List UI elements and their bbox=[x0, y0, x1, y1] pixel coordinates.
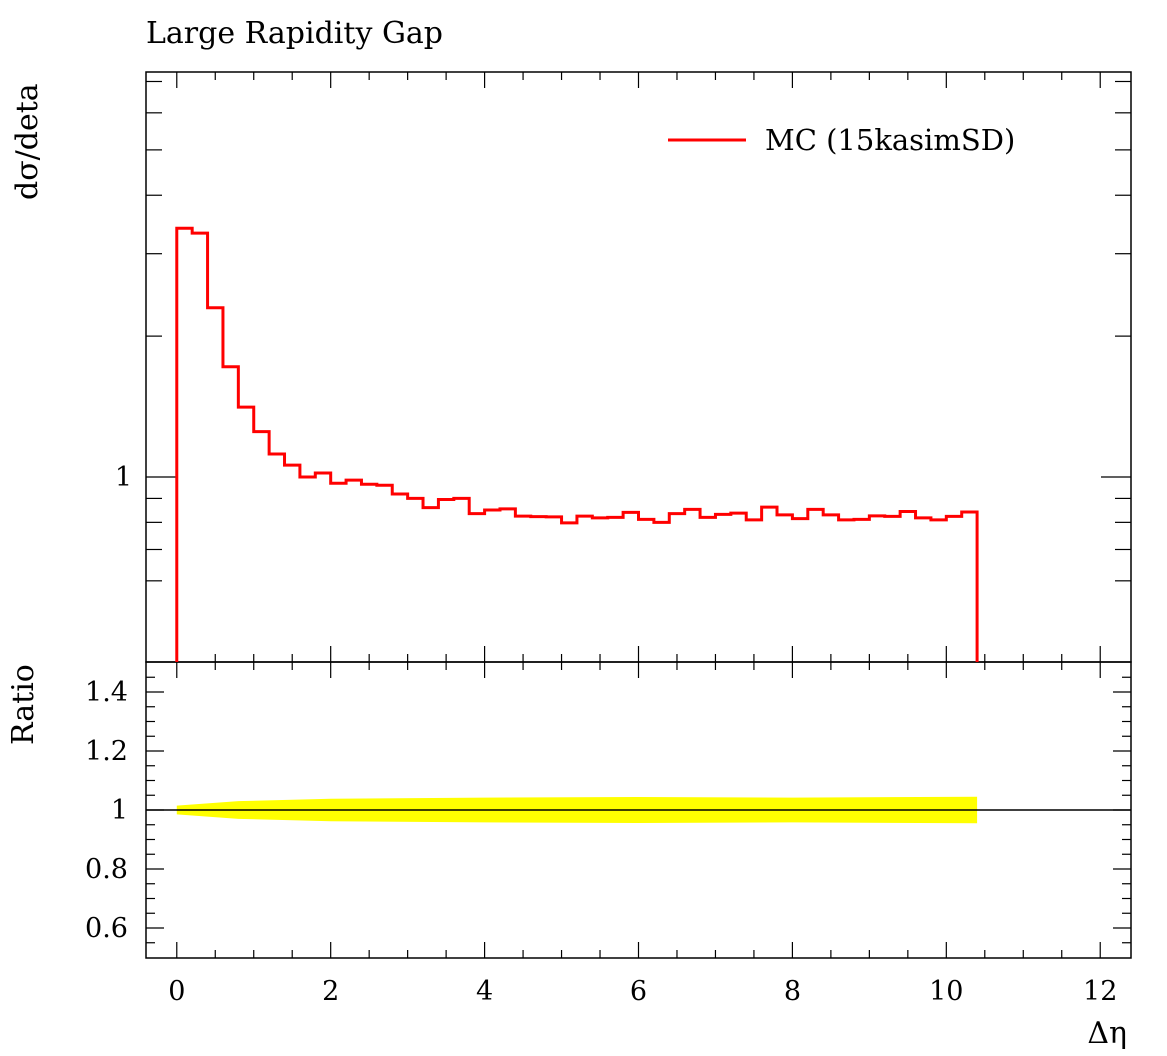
tick-marks bbox=[146, 72, 1131, 958]
ratio-axis-label: Ratio bbox=[6, 664, 41, 745]
x-tick-label: 12 bbox=[1083, 976, 1117, 1007]
tick-labels: 0 2 4 6 8 10 12 1 0.6 0.8 1 1.2 1.4 bbox=[85, 462, 1117, 1007]
ratio-tick-label: 1 bbox=[111, 795, 128, 826]
ratio-band bbox=[146, 796, 1131, 824]
x-tick-label: 8 bbox=[784, 976, 801, 1007]
x-tick-label: 4 bbox=[476, 976, 493, 1007]
x-tick-label: 6 bbox=[630, 976, 647, 1007]
x-tick-label: 10 bbox=[929, 976, 963, 1007]
ratio-tick-label: 0.6 bbox=[85, 913, 128, 944]
x-tick-label: 2 bbox=[322, 976, 339, 1007]
y-axis-label: dσ/deta bbox=[10, 83, 45, 200]
ratio-tick-label: 1.4 bbox=[85, 677, 128, 708]
series-layer bbox=[175, 226, 979, 662]
main-plot-frame bbox=[145, 71, 1132, 663]
y-tick-label: 1 bbox=[115, 462, 132, 493]
x-tick-label: 0 bbox=[168, 976, 185, 1007]
legend-label: MC (15kasimSD) bbox=[765, 123, 1015, 157]
series-line-mc bbox=[175, 226, 979, 662]
ratio-tick-label: 1.2 bbox=[85, 736, 128, 767]
chart-title: Large Rapidity Gap bbox=[146, 16, 443, 51]
x-axis-label: Δη bbox=[1087, 1016, 1127, 1051]
ratio-tick-label: 0.8 bbox=[85, 854, 128, 885]
